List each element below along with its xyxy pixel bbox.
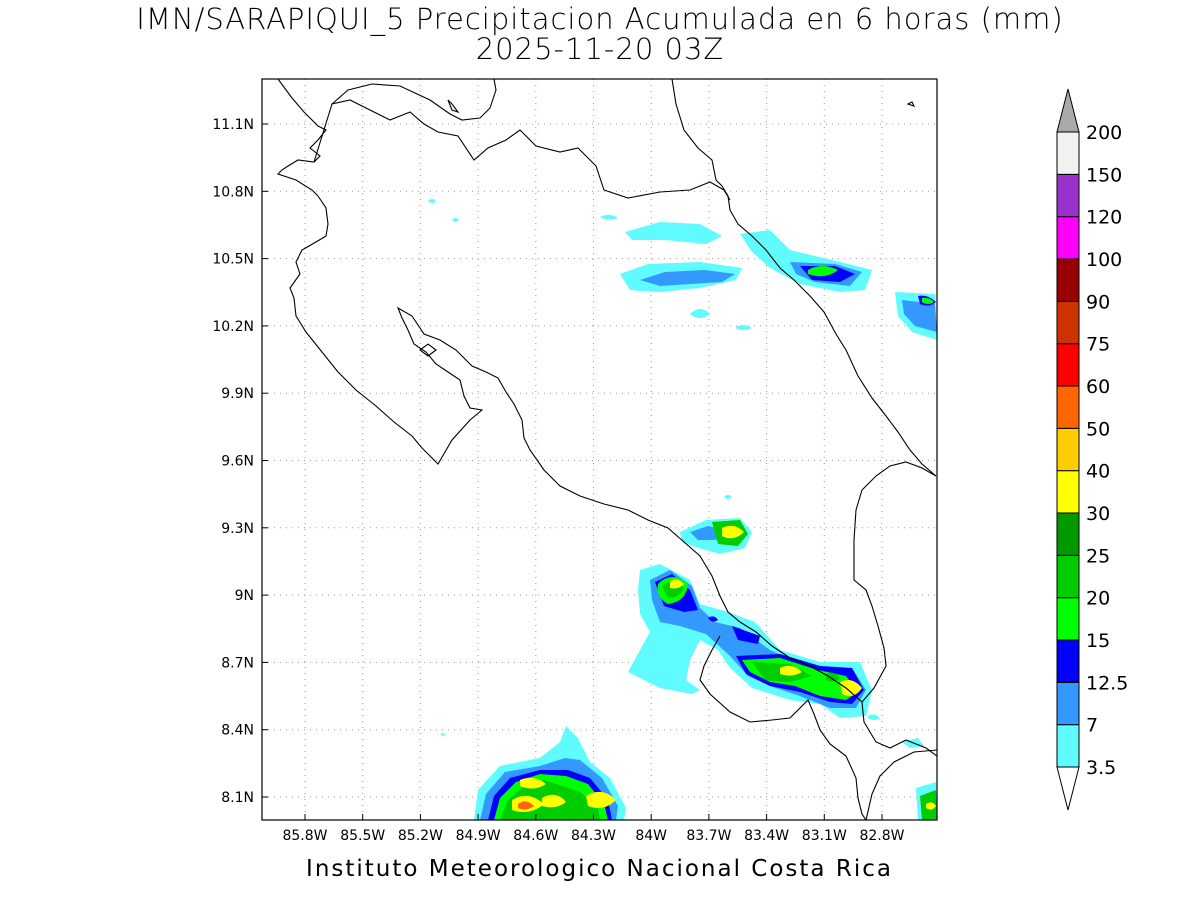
lat-tick-label: 8.4N [221, 723, 254, 739]
caribbean-coast-north [671, 79, 937, 477]
lon-tick-label: 84.9W [456, 828, 501, 844]
colorbar: 200 150 120 100 90 75 60 50 40 30 25 20 15 12.5 7 3.5 [1056, 88, 1128, 811]
nicaragua-costa-rica-border [313, 99, 731, 201]
colorbar-label: 50 [1086, 418, 1110, 440]
colorbar-swatch [1056, 173, 1080, 218]
map-datetime: 2025-11-20 03Z [475, 32, 725, 66]
lon-tick-label: 84.6W [513, 828, 558, 844]
lon-tick-label: 84W [635, 828, 667, 844]
lon-tick-label: 85.8W [282, 828, 327, 844]
lon-tick-label: 83.1W [802, 828, 847, 844]
nicoya-gulf-and-pacific-coast [289, 195, 937, 757]
colorbar-max-arrow [1056, 88, 1080, 133]
colorbar-label: 20 [1086, 588, 1110, 610]
lat-tick-label: 9.6N [221, 454, 254, 470]
rain-cell-south-ocean [440, 726, 937, 820]
lat-tick-label: 10.2N [212, 319, 254, 335]
colorbar-swatch [1056, 554, 1080, 599]
lat-tick-label: 10.5N [212, 252, 254, 268]
colorbar-swatch [1056, 724, 1080, 768]
colorbar-label: 15 [1086, 630, 1110, 652]
colorbar-swatch [1056, 681, 1080, 726]
island-in-lake [447, 99, 460, 114]
colorbar-label: 30 [1086, 503, 1110, 525]
institution-credit: Instituto Meteorologico Nacional Costa R… [306, 856, 893, 882]
colorbar-label: 120 [1086, 207, 1122, 229]
colorbar-label: 150 [1086, 164, 1122, 186]
colorbar-label: 7 [1086, 715, 1098, 737]
colorbar-label: 40 [1086, 461, 1110, 483]
colorbar-swatch [1056, 470, 1080, 514]
panama-border [853, 461, 937, 703]
rain-cell-north-caribbean [428, 199, 937, 340]
lon-tick-label: 85.5W [340, 828, 385, 844]
colorbar-label: 25 [1086, 545, 1110, 567]
lon-tick-label: 83.4W [744, 828, 789, 844]
rain-cell-south-pacific [628, 564, 924, 748]
colorbar-swatch [1056, 300, 1080, 345]
panama-pacific-coast [865, 749, 937, 820]
lat-tick-label: 8.1N [221, 790, 254, 806]
rain-cell-central-pacific [680, 495, 752, 554]
lon-tick-label: 84.3W [571, 828, 616, 844]
osa-peninsula-coast [699, 635, 867, 820]
colorbar-swatch [1056, 343, 1080, 387]
colorbar-min-arrow [1056, 766, 1080, 811]
colorbar-label: 200 [1086, 122, 1122, 144]
colorbar-label: 3.5 [1086, 757, 1116, 779]
colorbar-swatch [1056, 512, 1080, 556]
lon-tick-label: 83.7W [686, 828, 731, 844]
colorbar-swatch [1056, 131, 1080, 175]
lat-tick-label: 10.8N [212, 184, 254, 200]
lat-tick-label: 8.7N [221, 655, 254, 671]
latitude-axis: 11.1N 10.8N 10.5N 10.2N 9.9N 9.6N 9.3N 9N 8.7N 8.… [212, 117, 268, 806]
small-island-nicoya [419, 343, 437, 357]
lon-tick-label: 82.8W [859, 828, 904, 844]
small-island-caribbean [906, 101, 916, 107]
colorbar-label: 12.5 [1086, 672, 1128, 694]
colorbar-label: 75 [1086, 334, 1110, 356]
colorbar-label: 100 [1086, 249, 1122, 271]
colorbar-swatch [1056, 258, 1080, 302]
lat-tick-label: 9N [235, 588, 254, 604]
coastlines [276, 79, 937, 820]
map-frame [261, 78, 938, 821]
colorbar-label: 60 [1086, 376, 1110, 398]
lake-nicaragua-shore [331, 79, 497, 121]
colorbar-label: 90 [1086, 291, 1110, 313]
longitude-axis: 85.8W 85.5W 85.2W 84.9W 84.6W 84.3W 84W 83.7W 83… [282, 814, 905, 844]
precipitation-field [428, 199, 937, 820]
colorbar-swatch [1056, 639, 1080, 683]
lat-tick-label: 11.1N [212, 117, 254, 133]
map-title: IMN/SARAPIQUI_5 Precipitacion Acumulada … [136, 2, 1064, 36]
colorbar-swatch [1056, 427, 1080, 472]
colorbar-swatch [1056, 385, 1080, 429]
lon-tick-label: 85.2W [398, 828, 443, 844]
nicaragua-pacific-coast [276, 79, 327, 197]
lat-tick-label: 9.3N [221, 521, 254, 537]
colorbar-swatch [1056, 216, 1080, 260]
lat-tick-label: 9.9N [221, 386, 254, 402]
colorbar-swatch [1056, 597, 1080, 641]
